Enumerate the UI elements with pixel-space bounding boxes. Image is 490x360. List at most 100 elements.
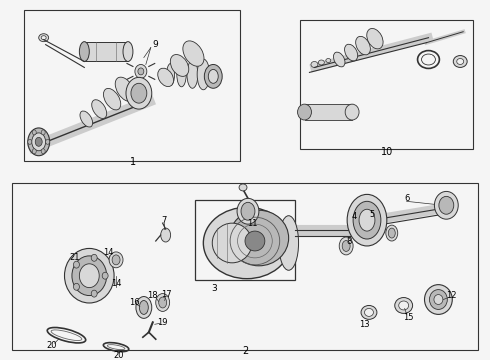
- Ellipse shape: [424, 285, 452, 314]
- Bar: [426, 55, 433, 59]
- Ellipse shape: [279, 216, 298, 270]
- Ellipse shape: [367, 28, 383, 49]
- Ellipse shape: [342, 240, 350, 251]
- Ellipse shape: [74, 283, 79, 290]
- Ellipse shape: [41, 36, 46, 40]
- Bar: [84, 42, 128, 62]
- Ellipse shape: [32, 149, 36, 154]
- Ellipse shape: [41, 149, 45, 154]
- Text: 17: 17: [161, 290, 172, 299]
- Text: 7: 7: [161, 216, 167, 225]
- Ellipse shape: [46, 139, 49, 144]
- Ellipse shape: [212, 223, 252, 263]
- Text: 11: 11: [246, 219, 257, 228]
- Ellipse shape: [91, 290, 97, 297]
- Bar: [304, 104, 352, 120]
- Ellipse shape: [136, 297, 152, 318]
- Ellipse shape: [28, 128, 49, 156]
- Ellipse shape: [167, 63, 174, 85]
- Bar: [24, 10, 240, 161]
- Ellipse shape: [347, 194, 387, 246]
- Text: 14: 14: [111, 279, 122, 288]
- Ellipse shape: [297, 104, 312, 120]
- Text: 3: 3: [211, 284, 217, 293]
- Ellipse shape: [41, 130, 45, 135]
- Ellipse shape: [79, 264, 99, 288]
- Ellipse shape: [344, 44, 358, 61]
- Ellipse shape: [353, 201, 381, 239]
- Ellipse shape: [204, 64, 222, 88]
- Ellipse shape: [326, 59, 331, 63]
- Ellipse shape: [395, 297, 413, 314]
- Text: 1: 1: [130, 157, 136, 167]
- Ellipse shape: [177, 62, 186, 87]
- Text: 4: 4: [351, 212, 357, 221]
- Ellipse shape: [203, 207, 291, 279]
- Ellipse shape: [138, 68, 144, 75]
- Ellipse shape: [435, 192, 458, 219]
- Ellipse shape: [32, 133, 46, 151]
- Ellipse shape: [429, 289, 447, 310]
- Ellipse shape: [439, 196, 454, 214]
- Ellipse shape: [241, 202, 255, 220]
- Ellipse shape: [159, 297, 167, 308]
- Ellipse shape: [115, 77, 135, 102]
- Ellipse shape: [245, 231, 265, 251]
- Ellipse shape: [102, 272, 108, 279]
- Ellipse shape: [399, 301, 409, 310]
- Text: 8: 8: [346, 237, 352, 246]
- Ellipse shape: [103, 89, 121, 110]
- Ellipse shape: [365, 309, 373, 316]
- Ellipse shape: [229, 210, 289, 266]
- Text: 19: 19: [157, 318, 168, 327]
- Ellipse shape: [109, 252, 123, 268]
- Ellipse shape: [171, 54, 189, 76]
- Ellipse shape: [434, 294, 443, 305]
- Text: 21: 21: [69, 253, 80, 262]
- Ellipse shape: [126, 77, 152, 109]
- Ellipse shape: [187, 60, 198, 88]
- Ellipse shape: [35, 138, 42, 146]
- Text: 18: 18: [147, 291, 158, 300]
- Ellipse shape: [161, 228, 171, 242]
- Ellipse shape: [386, 225, 398, 241]
- Text: 20: 20: [47, 341, 57, 350]
- Text: 9: 9: [153, 40, 159, 49]
- Ellipse shape: [80, 111, 93, 127]
- Ellipse shape: [72, 256, 107, 296]
- Ellipse shape: [92, 100, 107, 118]
- Ellipse shape: [28, 139, 32, 144]
- Ellipse shape: [139, 301, 148, 314]
- Bar: [196, 200, 294, 280]
- Ellipse shape: [457, 59, 464, 64]
- Ellipse shape: [65, 248, 114, 303]
- Text: 13: 13: [359, 320, 369, 329]
- Ellipse shape: [197, 59, 210, 90]
- Ellipse shape: [135, 64, 147, 78]
- Ellipse shape: [183, 41, 204, 66]
- Text: 16: 16: [128, 298, 139, 307]
- Text: 14: 14: [103, 248, 113, 257]
- Bar: [12, 184, 478, 350]
- Ellipse shape: [91, 254, 97, 261]
- Text: 15: 15: [403, 313, 414, 322]
- Ellipse shape: [359, 209, 375, 231]
- Text: 6: 6: [404, 194, 409, 203]
- Ellipse shape: [345, 104, 359, 120]
- Ellipse shape: [237, 198, 259, 224]
- Ellipse shape: [131, 83, 147, 103]
- Ellipse shape: [158, 68, 173, 86]
- Ellipse shape: [361, 306, 377, 319]
- Ellipse shape: [239, 184, 247, 191]
- Text: 5: 5: [369, 210, 374, 219]
- Ellipse shape: [311, 62, 318, 67]
- Ellipse shape: [79, 42, 89, 62]
- Ellipse shape: [388, 228, 395, 238]
- Text: 20: 20: [114, 351, 124, 360]
- Ellipse shape: [356, 36, 370, 55]
- Text: 12: 12: [446, 291, 457, 300]
- Ellipse shape: [318, 60, 324, 65]
- Ellipse shape: [334, 52, 345, 67]
- Ellipse shape: [74, 261, 79, 268]
- Bar: [299, 20, 473, 149]
